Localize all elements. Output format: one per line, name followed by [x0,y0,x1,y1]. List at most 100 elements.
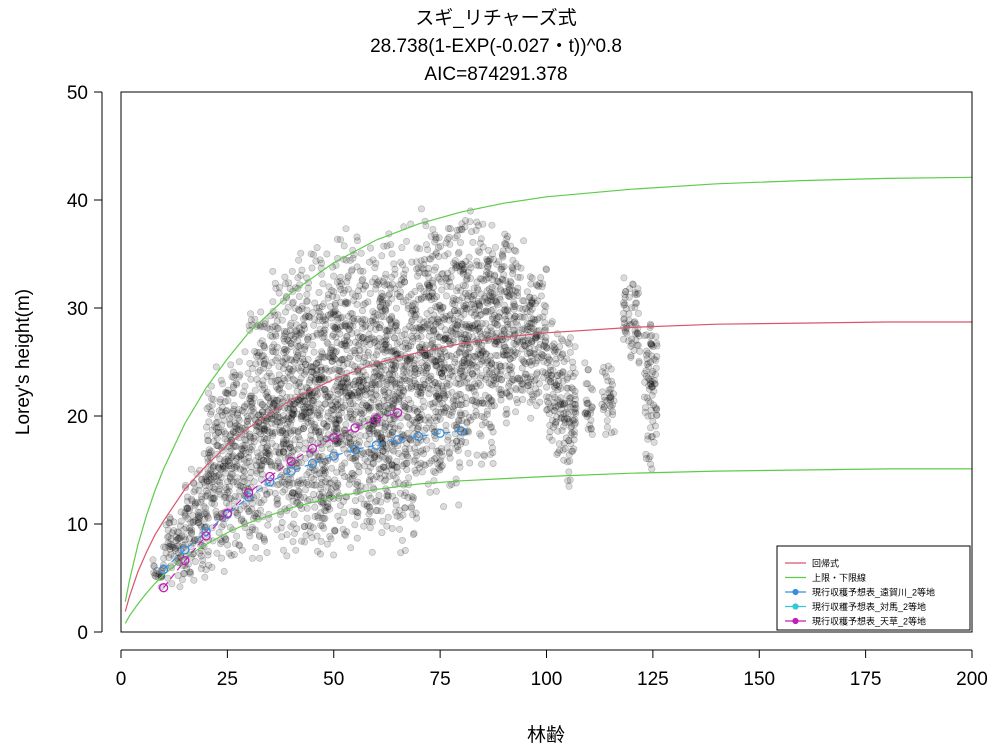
scatter-point [248,443,256,451]
scatter-point [331,355,339,363]
scatter-point [279,429,287,437]
scatter-point [565,482,573,490]
scatter-point [243,421,251,429]
scatter-point [260,360,268,368]
scatter-point [276,283,284,291]
scatter-point [243,412,251,420]
scatter-point [395,479,403,487]
scatter-point [219,464,227,472]
scatter-point [203,405,211,413]
scatter-point [258,337,266,345]
scatter-point [211,423,219,431]
scatter-point [261,403,269,411]
scatter-point [497,265,505,273]
scatter-point [434,391,442,399]
scatter-point [419,383,427,391]
scatter-point [268,378,276,386]
scatter-point [382,270,390,278]
scatter-point [273,343,281,351]
scatter-point [414,424,422,432]
scatter-point [166,519,174,527]
scatter-point [347,413,355,421]
scatter-point [257,451,265,459]
scatter-point [256,339,264,347]
scatter-point [260,357,268,365]
scatter-point [219,411,227,419]
scatter-point [341,426,349,434]
scatter-point [492,351,500,359]
scatter-point [493,367,501,375]
scatter-point [190,537,198,545]
scatter-point [301,454,309,462]
scatter-point [243,459,251,467]
scatter-point [271,322,279,330]
scatter-point [378,529,386,537]
scatter-point [281,337,289,345]
scatter-point [296,436,304,444]
scatter-point [224,386,232,394]
scatter-point [326,505,334,513]
scatter-point [272,442,280,450]
scatter-point [404,356,412,364]
scatter-point [218,403,226,411]
scatter-point [270,401,278,409]
scatter-point [179,562,187,570]
scatter-point [189,512,197,520]
scatter-point [454,307,462,315]
legend-label: 上限・下限線 [812,572,866,583]
legend-marker [792,588,799,596]
scatter-point [280,332,288,340]
scatter-point [569,364,577,372]
scatter-point [203,431,211,439]
scatter-point [552,359,560,367]
scatter-point [191,486,199,494]
scatter-point [546,356,554,364]
scatter-point [406,445,414,453]
scatter-point [396,489,404,497]
scatter-point [248,321,256,329]
x-tick-label: 25 [217,669,238,690]
scatter-point [219,463,227,471]
scatter-point [207,476,215,484]
scatter-point [261,320,269,328]
scatter-point [291,327,299,335]
scatter-point [240,444,248,452]
scatter-point [259,408,267,416]
scatter-point [279,448,287,456]
scatter-point [304,480,312,488]
scatter-point [436,242,444,250]
scatter-point [289,375,297,383]
scatter-point [432,234,440,242]
scatter-point [561,399,569,407]
scatter-point [387,420,395,428]
scatter-point [316,310,324,318]
scatter-point [646,453,654,461]
scatter-point [250,434,258,442]
scatter-point [249,554,257,562]
scatter-point [278,357,286,365]
scatter-point [247,394,255,402]
scatter-point [180,569,188,577]
scatter-point [323,250,331,258]
scatter-point [620,309,628,317]
scatter-point [265,362,273,370]
scatter-points [149,205,661,591]
scatter-point [417,333,425,341]
legend-label: 現行収穫予想表_天草_2等地 [812,616,926,627]
scatter-point [261,344,269,352]
scatter-point [172,537,180,545]
scatter-point [283,434,291,442]
scatter-point [280,448,288,456]
scatter-point [303,471,311,479]
scatter-point [333,338,341,346]
scatter-point [200,450,208,458]
scatter-point [265,450,273,458]
y-tick-label: 50 [67,83,88,104]
scatter-point [237,455,245,463]
scatter-point [187,465,195,473]
scatter-point [213,418,221,426]
scatter-point [287,523,295,531]
scatter-point [191,499,199,507]
scatter-point [215,471,223,479]
scatter-point [251,432,259,440]
